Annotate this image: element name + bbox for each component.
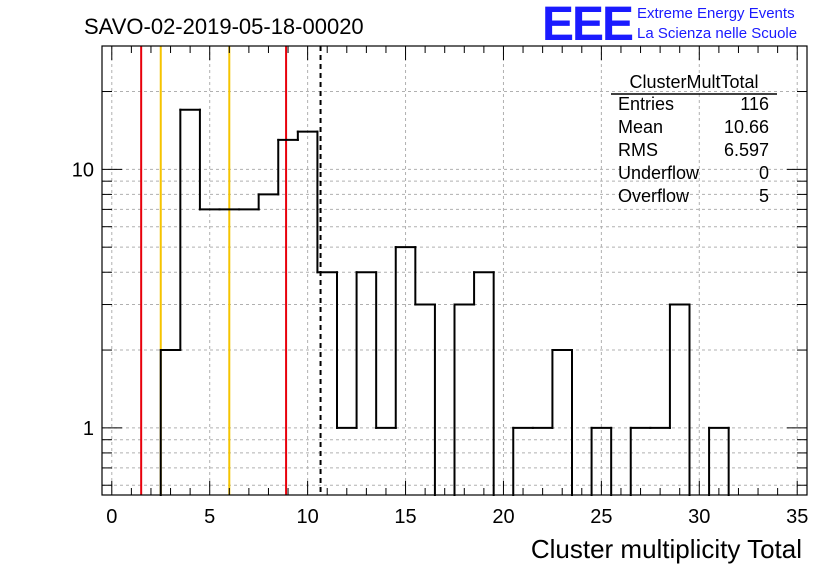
stats-underflow-value: 0 xyxy=(759,163,769,183)
x-tick-label: 0 xyxy=(106,506,117,528)
stats-mean-label: Mean xyxy=(618,117,663,137)
x-tick-label: 35 xyxy=(786,506,808,528)
stats-underflow-label: Underflow xyxy=(618,163,700,183)
stats-mean-value: 10.66 xyxy=(724,117,769,137)
x-tick-label: 5 xyxy=(204,506,215,528)
stats-overflow-label: Overflow xyxy=(618,186,690,206)
stats-overflow-value: 5 xyxy=(759,186,769,206)
axis-tick-labels: 0 5 10 15 20 25 30 35 1 10 xyxy=(72,159,809,528)
eee-logo-line2: La Scienza nelle Scuole xyxy=(637,25,797,42)
run-title: SAVO-02-2019-05-18-00020 xyxy=(84,14,364,39)
x-tick-label: 25 xyxy=(590,506,612,528)
y-tick-label: 1 xyxy=(83,418,94,440)
histogram xyxy=(159,108,730,496)
stats-entries-value: 116 xyxy=(740,94,769,114)
x-tick-label: 20 xyxy=(492,506,514,528)
x-tick-label: 30 xyxy=(688,506,710,528)
stats-rms-value: 6.597 xyxy=(724,140,769,160)
eee-logo: EEE xyxy=(542,0,633,51)
stats-rms-label: RMS xyxy=(618,140,658,160)
y-tick-label: 10 xyxy=(72,159,94,181)
x-tick-label: 15 xyxy=(394,506,416,528)
stats-title: ClusterMultTotal xyxy=(629,72,758,92)
plot-frame xyxy=(101,45,808,496)
eee-logo-line1: Extreme Energy Events xyxy=(637,5,795,22)
stats-box: ClusterMultTotal Entries 116 Mean 10.66 … xyxy=(611,72,777,206)
x-tick-label: 10 xyxy=(297,506,319,528)
x-axis-title: Cluster multiplicity Total xyxy=(531,534,802,564)
axis-ticks xyxy=(102,45,807,495)
grid xyxy=(102,45,807,495)
stats-entries-label: Entries xyxy=(618,94,674,114)
